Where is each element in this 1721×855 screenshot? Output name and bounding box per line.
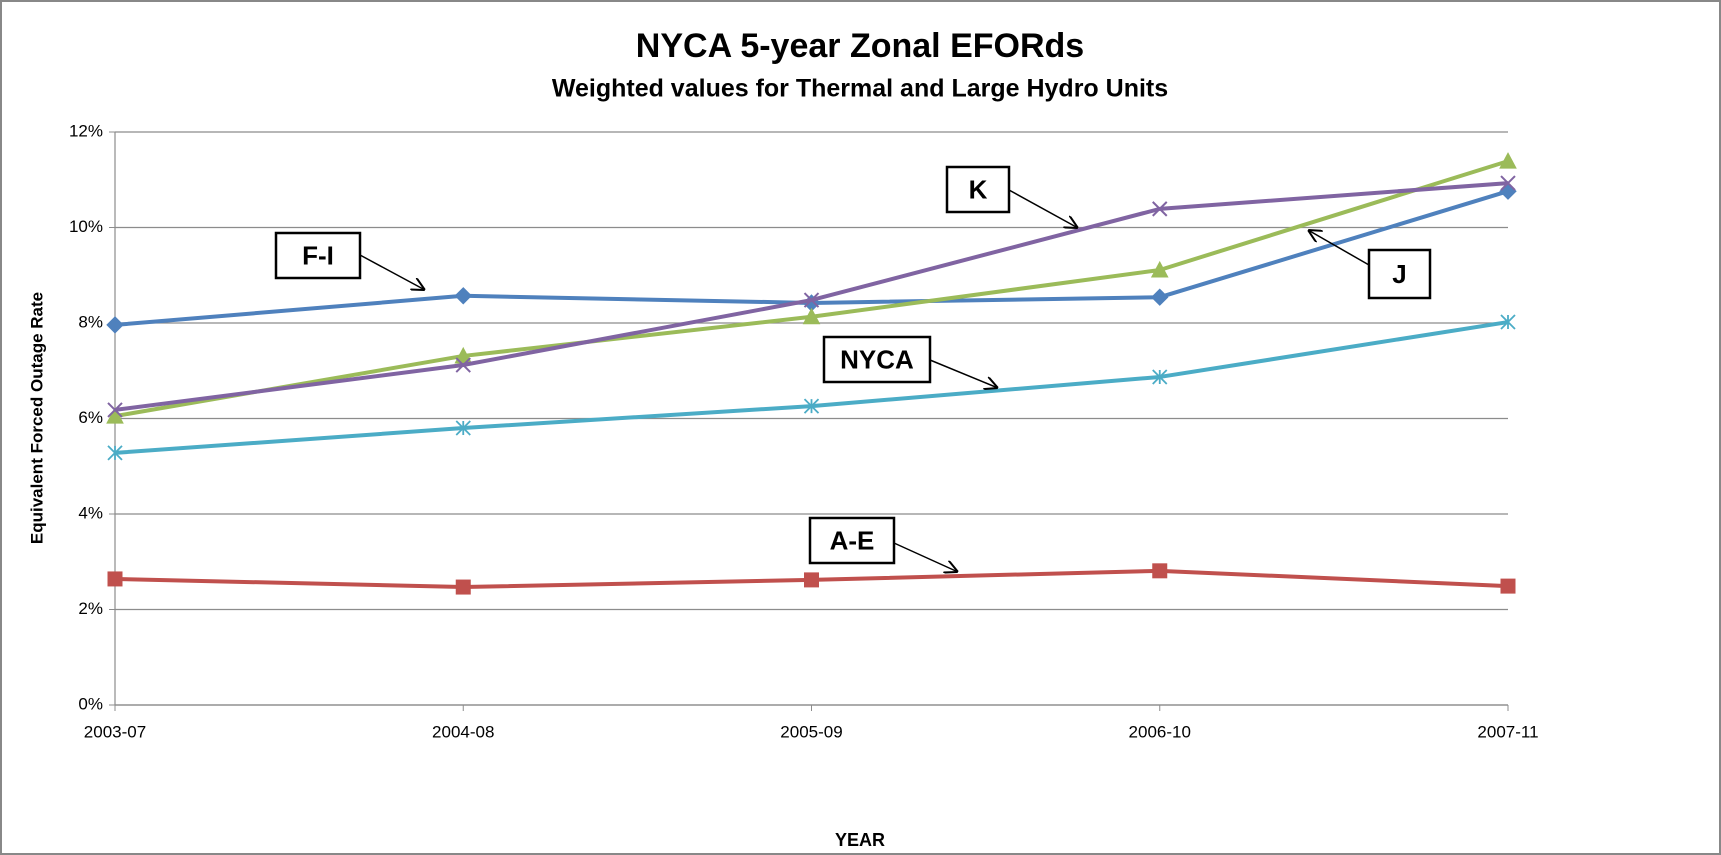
callout-box bbox=[808, 516, 896, 565]
y-tick-label: 6% bbox=[78, 408, 103, 427]
x-tick-label: 2006-10 bbox=[1129, 722, 1191, 741]
callout-label: F-I bbox=[302, 240, 334, 270]
marker bbox=[1150, 260, 1169, 278]
marker bbox=[106, 407, 124, 424]
callout-arrow bbox=[1308, 230, 1370, 266]
callout-label: K bbox=[969, 174, 988, 204]
marker bbox=[455, 357, 471, 373]
marker bbox=[107, 402, 123, 418]
x-tick-label: 2007-11 bbox=[1477, 722, 1538, 741]
callout-arrow bbox=[1008, 189, 1078, 228]
y-tick-label: 8% bbox=[78, 312, 103, 331]
marker bbox=[1151, 288, 1169, 306]
marker bbox=[802, 307, 821, 325]
callout-label: NYCA bbox=[840, 344, 914, 374]
marker bbox=[455, 420, 471, 436]
x-axis-label: YEAR bbox=[835, 830, 885, 850]
marker bbox=[106, 316, 124, 334]
callout-arrow bbox=[929, 359, 998, 388]
marker bbox=[1152, 201, 1168, 217]
callout-box bbox=[822, 335, 932, 384]
y-axis-label: Equivalent Forced Outage Rate bbox=[27, 292, 46, 544]
y-tick-label: 4% bbox=[78, 503, 103, 522]
marker bbox=[803, 292, 820, 308]
x-tick-label: 2003-07 bbox=[84, 722, 146, 741]
x-tick-label: 2004-08 bbox=[432, 722, 494, 741]
marker bbox=[1500, 314, 1516, 330]
marker bbox=[107, 571, 123, 587]
marker bbox=[1152, 369, 1168, 385]
callout-label: J bbox=[1392, 259, 1406, 289]
callout-box bbox=[274, 231, 362, 280]
marker bbox=[107, 445, 123, 461]
marker bbox=[454, 287, 472, 305]
callout-box bbox=[1367, 248, 1432, 300]
marker bbox=[1152, 563, 1168, 579]
marker bbox=[1500, 175, 1516, 191]
y-tick-label: 2% bbox=[78, 599, 103, 618]
marker bbox=[1499, 152, 1517, 169]
marker bbox=[455, 579, 471, 595]
marker bbox=[1500, 578, 1516, 594]
y-tick-label: 0% bbox=[78, 694, 103, 713]
y-tick-label: 10% bbox=[69, 217, 103, 236]
y-tick-label: 12% bbox=[69, 121, 103, 140]
marker bbox=[804, 572, 819, 588]
chart-title: NYCA 5-year Zonal EFORds bbox=[636, 27, 1084, 65]
marker bbox=[454, 346, 473, 364]
chart-subtitle: Weighted values for Thermal and Large Hy… bbox=[552, 75, 1168, 103]
x-tick-label: 2005-09 bbox=[780, 722, 842, 741]
marker bbox=[803, 398, 820, 414]
callout-label: A-E bbox=[830, 525, 875, 555]
callout-arrow bbox=[359, 254, 425, 290]
callout-arrow bbox=[893, 542, 958, 572]
callout-box bbox=[945, 165, 1011, 214]
